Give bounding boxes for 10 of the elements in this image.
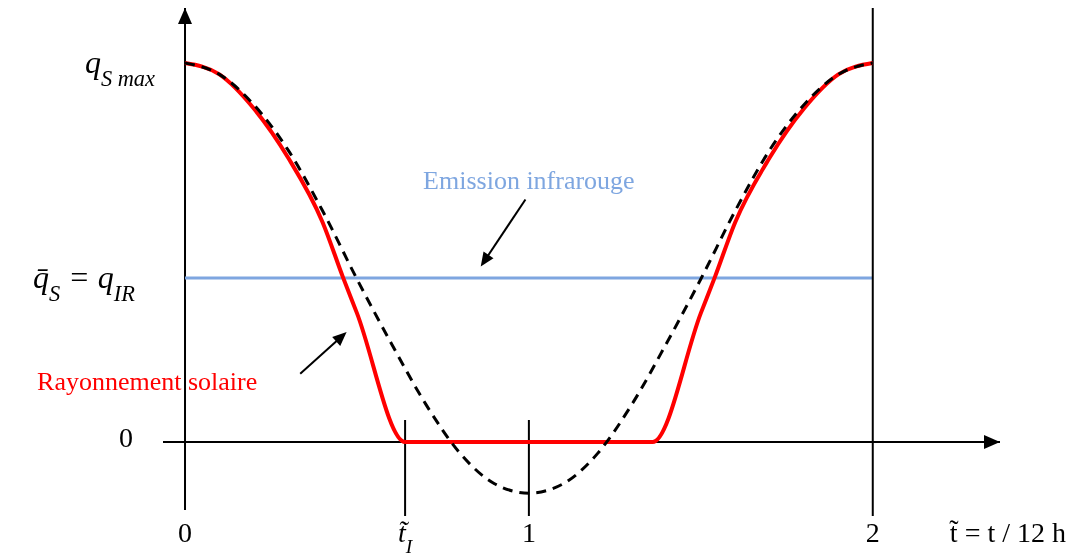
x-tick-label: 2 (865, 517, 880, 548)
ref-line-label: q̄$_{S}$ = q$_{IR}$ (33, 258, 136, 306)
text: 0 (119, 422, 134, 453)
x-tick-label: t̃$_{I}$ (397, 517, 414, 557)
x-tick-label: 0 (178, 517, 193, 548)
x-tick-label: 1 (521, 517, 536, 548)
annotation: Emission infrarouge (423, 166, 635, 196)
x-axis-title: t̃ = t / 12 h (949, 517, 1066, 548)
text: q$_{S max}$ (84, 44, 156, 91)
text: Rayonnement solaire (37, 367, 258, 397)
